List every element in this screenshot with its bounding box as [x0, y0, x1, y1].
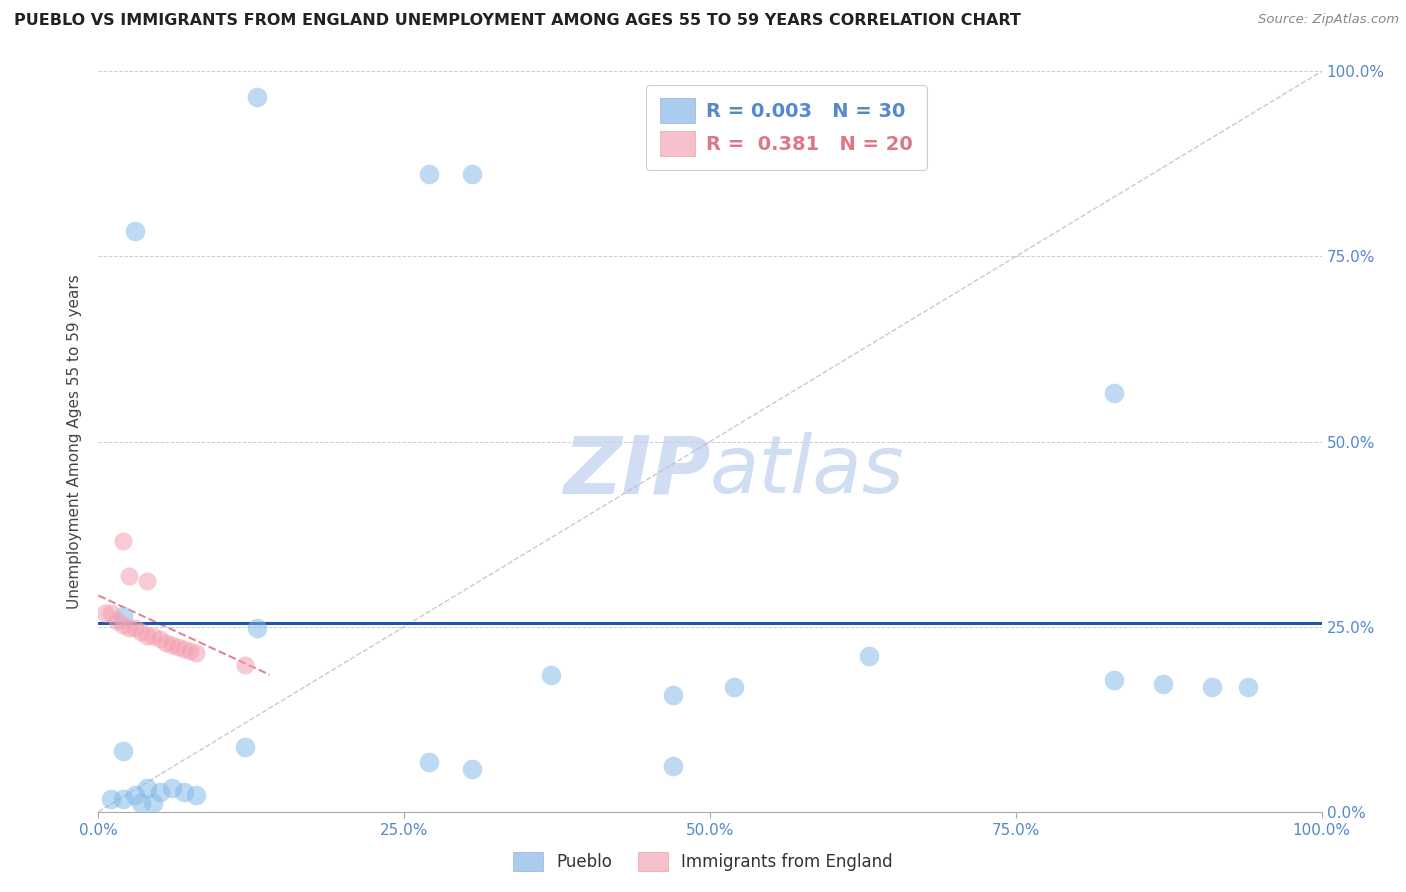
Legend: R = 0.003   N = 30, R =  0.381   N = 20: R = 0.003 N = 30, R = 0.381 N = 20 [645, 85, 927, 169]
Point [1237, 681, 1260, 695]
Point [662, 688, 685, 702]
Y-axis label: Unemployment Among Ages 55 to 59 years: Unemployment Among Ages 55 to 59 years [67, 274, 83, 609]
Point [160, 780, 183, 795]
Point [100, 607, 122, 621]
Point [1102, 673, 1125, 687]
Point [111, 608, 134, 623]
Point [723, 681, 745, 695]
Point [111, 618, 134, 632]
Point [129, 796, 152, 810]
Point [124, 223, 146, 237]
Point [93, 607, 115, 621]
Point [124, 789, 146, 803]
Point [129, 624, 152, 639]
Point [233, 739, 256, 754]
Point [246, 621, 269, 635]
Point [149, 785, 172, 799]
Point [136, 780, 159, 795]
Point [460, 167, 482, 181]
Point [1201, 681, 1223, 695]
Point [418, 167, 440, 181]
Point [100, 792, 122, 806]
Point [173, 785, 195, 799]
Point [662, 759, 685, 773]
Point [142, 796, 165, 810]
Text: atlas: atlas [710, 432, 905, 510]
Point [540, 667, 562, 681]
Point [111, 792, 134, 806]
Point [155, 636, 177, 650]
Text: Source: ZipAtlas.com: Source: ZipAtlas.com [1258, 13, 1399, 27]
Point [136, 628, 159, 642]
Point [167, 640, 190, 654]
Point [246, 90, 269, 104]
Point [1152, 676, 1174, 690]
Point [111, 744, 134, 758]
Point [136, 574, 159, 588]
Point [1102, 386, 1125, 401]
Point [149, 632, 172, 647]
Point [179, 644, 201, 658]
Point [111, 534, 134, 549]
Text: PUEBLO VS IMMIGRANTS FROM ENGLAND UNEMPLOYMENT AMONG AGES 55 TO 59 YEARS CORRELA: PUEBLO VS IMMIGRANTS FROM ENGLAND UNEMPL… [14, 13, 1021, 29]
Point [858, 649, 880, 664]
Point [105, 614, 128, 628]
Point [233, 658, 256, 673]
Point [124, 621, 146, 635]
Point [142, 628, 165, 642]
Point [186, 646, 208, 660]
Legend: Pueblo, Immigrants from England: Pueblo, Immigrants from England [505, 843, 901, 880]
Point [460, 762, 482, 776]
Point [118, 569, 141, 583]
Point [118, 621, 141, 635]
Text: ZIP: ZIP [562, 432, 710, 510]
Point [160, 638, 183, 652]
Point [186, 789, 208, 803]
Point [418, 755, 440, 769]
Point [173, 641, 195, 656]
